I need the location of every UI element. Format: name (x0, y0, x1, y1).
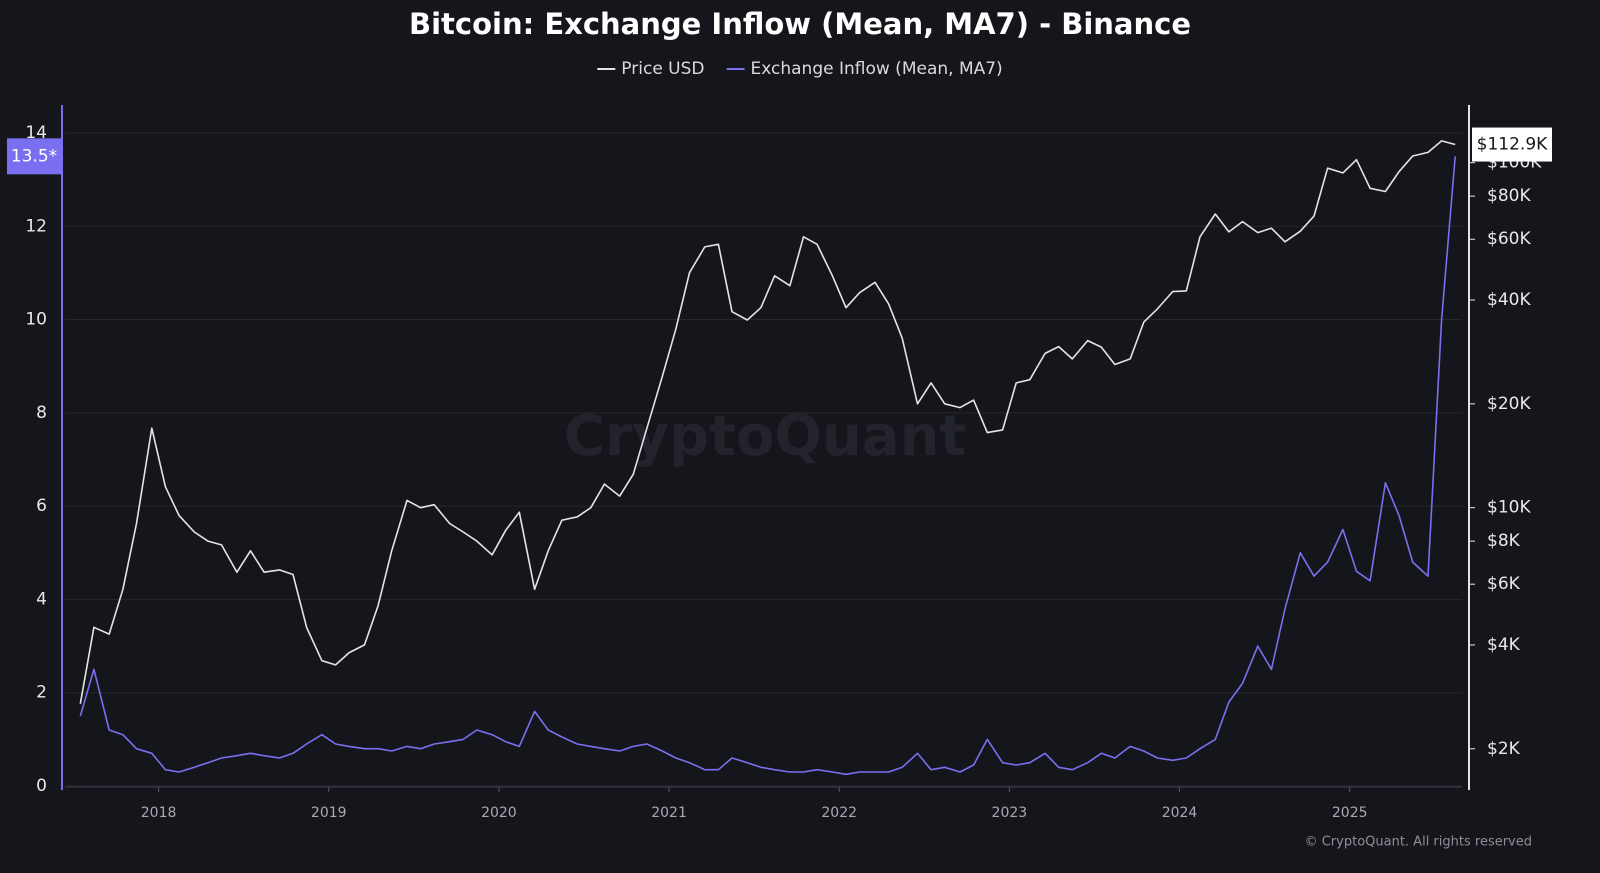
y-tick-label: 6 (36, 496, 47, 516)
legend-label[interactable]: Price USD (621, 59, 704, 79)
y2-tick-label: $8K (1487, 531, 1521, 551)
last-value-label: $112.9K (1477, 135, 1548, 155)
legend-item[interactable]: Exchange Inflow (Mean, MA7) (726, 59, 1003, 79)
y2-tick-label: $20K (1487, 394, 1531, 414)
y-tick-label: 2 (36, 683, 47, 703)
watermark: CryptoQuant (564, 404, 966, 469)
x-tick-label: 2022 (821, 805, 857, 821)
y2-tick-label: $10K (1487, 498, 1531, 518)
x-tick-label: 2024 (1162, 805, 1198, 821)
y-tick-label: 12 (25, 216, 47, 236)
x-tick-label: 2018 (141, 805, 177, 821)
y2-tick-label: $80K (1487, 186, 1531, 206)
y2-tick-label: $4K (1487, 635, 1521, 655)
x-tick-label: 2020 (481, 805, 517, 821)
y2-tick-label: $2K (1487, 739, 1521, 759)
y-tick-label: 10 (25, 310, 47, 330)
y-tick-label: 14 (25, 123, 47, 143)
legend-item[interactable]: Price USD (597, 59, 705, 79)
chart-title: Bitcoin: Exchange Inflow (Mean, MA7) - B… (409, 7, 1191, 41)
series-line (79, 140, 1456, 704)
x-tick-label: 2023 (992, 805, 1028, 821)
series-line (79, 156, 1456, 776)
x-tick-label: 2019 (311, 805, 347, 821)
y-tick-label: 4 (36, 589, 47, 609)
legend-label[interactable]: Exchange Inflow (Mean, MA7) (751, 59, 1003, 79)
y2-tick-label: $40K (1487, 290, 1531, 310)
legend: Price USD Exchange Inflow (Mean, MA7) (597, 59, 1003, 79)
last-value-badge (7, 138, 62, 175)
y2-tick-label: $60K (1487, 229, 1531, 249)
copyright: © CryptoQuant. All rights reserved (1305, 835, 1532, 850)
x-tick-label: 2021 (651, 805, 687, 821)
last-value-badge (1472, 127, 1552, 162)
x-tick-label: 2025 (1332, 805, 1368, 821)
y2-tick-label: $6K (1487, 574, 1521, 594)
last-value-label: 13.5* (11, 146, 57, 166)
y-tick-label: 0 (36, 776, 47, 796)
y-tick-label: 8 (36, 403, 47, 423)
